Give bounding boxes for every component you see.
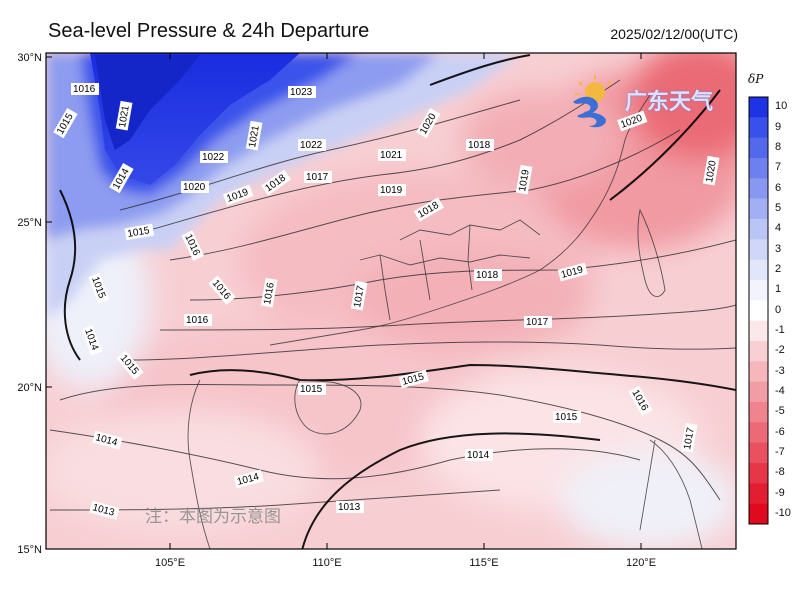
colorbar-swatch xyxy=(749,341,768,362)
isobar-label: 1021 xyxy=(117,104,132,128)
colorbar-swatch xyxy=(749,97,768,118)
lat-tick-label: 20°N xyxy=(17,382,42,394)
lon-tick-label: 120°E xyxy=(626,557,656,569)
colorbar-tick-label: 5 xyxy=(775,201,782,214)
colorbar-tick-label: 10 xyxy=(775,100,788,113)
colorbar-swatch xyxy=(749,503,768,525)
colorbar-tick-label: -7 xyxy=(775,445,785,458)
isobar-label: 1013 xyxy=(338,502,361,513)
colorbar-tick-label: -3 xyxy=(775,364,785,377)
colorbar-tick-label: 1 xyxy=(775,283,782,296)
lon-tick-label: 105°E xyxy=(155,557,185,569)
disclaimer-note: 注：本图为示意图 xyxy=(145,507,281,527)
colorbar xyxy=(748,96,769,525)
colorbar-swatch xyxy=(749,219,768,240)
isobar-label: 1019 xyxy=(380,185,403,196)
isobar-label: 1015 xyxy=(300,384,323,395)
colorbar-tick-label: 8 xyxy=(775,140,782,153)
colorbar-swatch xyxy=(749,239,768,260)
colorbar-swatch xyxy=(749,137,768,159)
colorbar-swatch xyxy=(749,300,768,321)
lon-tick-marks xyxy=(169,53,642,549)
lat-tick-label: 30°N xyxy=(17,52,42,64)
map-field: 1016 1015 1021 1023 1022 1021 1022 1020 … xyxy=(46,53,736,549)
colorbar-tick-label: -1 xyxy=(775,323,785,336)
colorbar-tick-label: -4 xyxy=(775,384,785,397)
colorbar-swatch xyxy=(749,381,768,403)
isobar-label: 1015 xyxy=(555,412,578,423)
isobar-label: 1022 xyxy=(300,140,323,151)
isobar-label: 1016 xyxy=(73,84,96,95)
isobar-label: 1019 xyxy=(517,168,532,192)
isobar-label: 1018 xyxy=(476,270,499,281)
isobar-label: 1020 xyxy=(704,159,719,183)
colorbar-frame xyxy=(748,96,769,525)
isobar-label: 1021 xyxy=(380,150,403,161)
colorbar-swatch xyxy=(749,402,768,423)
isobar-label: 1017 xyxy=(352,284,367,308)
colorbar-tick-label: -5 xyxy=(775,405,785,418)
colorbar-swatch xyxy=(749,280,768,301)
isobar-label: 1017 xyxy=(526,317,549,328)
colorbar-tick-label: -8 xyxy=(775,466,785,479)
colorbar-tick-label: -6 xyxy=(775,425,785,438)
colorbar-swatch xyxy=(749,422,768,443)
isobar-label: 1022 xyxy=(202,152,225,163)
colorbar-swatch xyxy=(749,320,768,342)
weather-logo-icon xyxy=(573,75,612,128)
colorbar-tick-label: 3 xyxy=(775,242,782,255)
colorbar-swatch xyxy=(749,259,768,281)
lat-tick-marks xyxy=(46,56,52,550)
isobar-label: 1023 xyxy=(290,87,313,98)
isobar-label: 1015 xyxy=(127,225,151,240)
isobar-label: 1020 xyxy=(183,182,206,193)
lat-tick-label: 25°N xyxy=(17,217,42,229)
lon-tick-label: 115°E xyxy=(469,557,498,569)
isobar-label: 1017 xyxy=(306,172,329,183)
colorbar-swatch xyxy=(749,178,768,199)
colorbar-tick-label: 6 xyxy=(775,181,782,194)
isobar-label: 1021 xyxy=(247,124,262,148)
map-datetime: 2025/02/12/00(UTC) xyxy=(610,26,738,42)
colorbar-tick-label: 2 xyxy=(775,262,782,275)
colorbar-swatch xyxy=(749,158,768,179)
colorbar-swatch xyxy=(749,117,768,138)
colorbar-swatch xyxy=(749,483,768,504)
isobar-label: 1017 xyxy=(682,426,697,450)
colorbar-tick-label: -10 xyxy=(775,506,791,519)
colorbar-swatch xyxy=(749,463,768,484)
colorbar-swatch xyxy=(749,442,768,464)
isobar-label: 1018 xyxy=(468,140,491,151)
colorbar-tick-label: 9 xyxy=(775,120,782,133)
colorbar-tick-label: 0 xyxy=(775,303,782,316)
colorbar-swatch xyxy=(749,198,768,220)
lon-tick-label: 110°E xyxy=(312,557,341,569)
colorbar-tick-label: -9 xyxy=(775,486,785,499)
isobar-label: 1014 xyxy=(467,450,490,461)
colorbar-tick-label: -2 xyxy=(775,344,785,357)
colorbar-tick-label: 7 xyxy=(775,161,782,174)
colorbar-tick-label: 4 xyxy=(775,222,782,235)
map-frame xyxy=(45,52,737,550)
isobar-label: 1016 xyxy=(262,281,277,305)
map-title: Sea-level Pressure & 24h Departure xyxy=(48,20,370,42)
colorbar-label: δP xyxy=(748,72,764,86)
logo-text: 广东天气 xyxy=(625,90,714,115)
lat-tick-label: 15°N xyxy=(17,544,42,556)
isobar-label: 1016 xyxy=(186,315,209,326)
colorbar-swatch xyxy=(749,361,768,382)
